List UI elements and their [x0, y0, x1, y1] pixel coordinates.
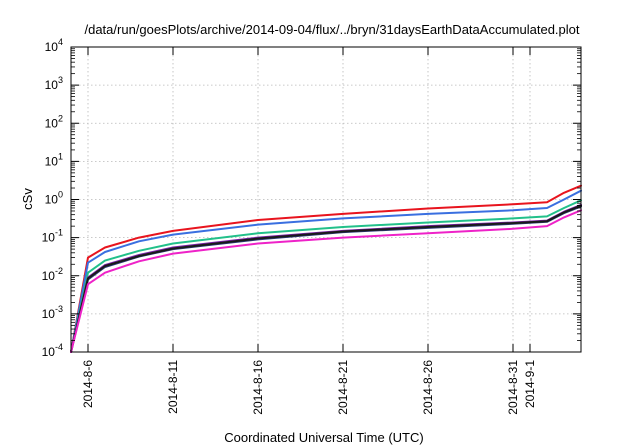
x-tick-label: 2014-8-26 [421, 360, 435, 415]
series-line-4 [70, 203, 582, 353]
series-group [70, 184, 582, 353]
y-tick-label: 103 [45, 75, 63, 92]
x-tick-label: 2014-8-16 [251, 360, 265, 415]
x-tick-label: 2014-8-31 [506, 360, 520, 415]
series-line-2 [70, 189, 582, 353]
x-tick-label: 2014-9-1 [523, 360, 537, 408]
grid [71, 47, 581, 352]
series-line-3 [70, 199, 582, 353]
series-line-1 [70, 184, 582, 353]
x-tick-label: 2014-8-11 [166, 360, 180, 414]
x-axis-ticks: 2014-8-6 2014-8-11 2014-8-16 2014-8-21 2014-… [81, 47, 537, 415]
y-tick-label: 100 [45, 190, 63, 207]
y-tick-label: 101 [45, 151, 63, 168]
x-axis-label: Coordinated Universal Time (UTC) [224, 430, 423, 445]
x-tick-label: 2014-8-6 [81, 360, 95, 408]
y-tick-label: 104 [45, 37, 63, 54]
y-axis-label: cSv [20, 188, 35, 210]
y-tick-label: 10-3 [42, 304, 63, 321]
y-tick-label: 10-1 [42, 228, 63, 245]
y-tick-label: 10-4 [42, 342, 63, 359]
series-line-6 [70, 204, 582, 353]
chart-title: /data/run/goesPlots/archive/2014-09-04/f… [84, 22, 579, 37]
y-tick-label: 10-2 [42, 266, 63, 283]
series-line-7 [70, 209, 582, 353]
y-tick-label: 102 [45, 113, 63, 130]
x-tick-label: 2014-8-21 [336, 360, 350, 415]
